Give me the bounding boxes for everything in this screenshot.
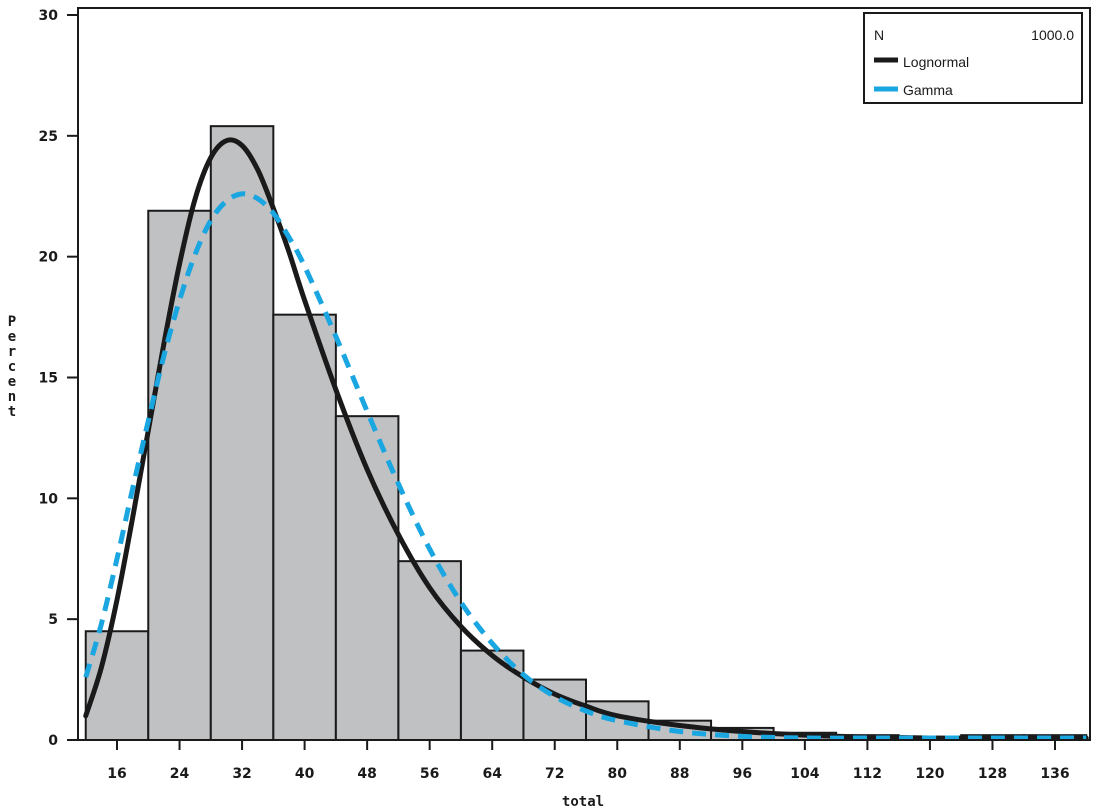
x-tick-label: 16 bbox=[107, 766, 126, 782]
x-tick-label: 40 bbox=[295, 766, 315, 782]
x-tick-label: 72 bbox=[545, 766, 564, 782]
legend-box bbox=[863, 12, 1083, 104]
y-axis-title-letter: e bbox=[8, 374, 16, 390]
x-tick-label: 24 bbox=[170, 766, 190, 782]
x-tick-label: 96 bbox=[733, 766, 752, 782]
x-tick-label: 128 bbox=[978, 766, 1007, 782]
x-tick-label: 56 bbox=[420, 766, 439, 782]
x-tick-label: 48 bbox=[357, 766, 376, 782]
x-tick-label: 80 bbox=[608, 766, 628, 782]
histogram-bar bbox=[147, 209, 212, 741]
gamma-curve bbox=[83, 191, 1087, 741]
histogram-bar bbox=[522, 678, 588, 741]
y-axis-title-letter: e bbox=[8, 329, 16, 345]
y-tick-label: 10 bbox=[39, 491, 59, 507]
plot-frame bbox=[77, 7, 1091, 741]
y-axis-title-letter: r bbox=[8, 344, 16, 360]
legend: N 1000.0 Lognormal Gamma bbox=[863, 12, 1083, 104]
x-tick-label: 120 bbox=[915, 766, 944, 782]
y-axis-title-letter: n bbox=[8, 389, 16, 405]
y-axis: 0 5 10 15 20 25 30 bbox=[39, 8, 78, 749]
histogram-bar bbox=[209, 125, 275, 741]
legend-lognormal-label: Lognormal bbox=[903, 54, 969, 70]
x-tick-label: 64 bbox=[482, 766, 502, 782]
y-axis-title-letter: t bbox=[8, 404, 16, 420]
x-tick-label: 104 bbox=[790, 766, 819, 782]
y-axis-title-letter: c bbox=[8, 359, 16, 375]
histogram-bars bbox=[84, 125, 1088, 742]
y-tick-label: 20 bbox=[39, 250, 59, 266]
y-tick-label: 15 bbox=[39, 371, 58, 387]
histogram-bar bbox=[272, 313, 337, 741]
x-tick-label: 88 bbox=[670, 766, 689, 782]
x-axis-title: total bbox=[562, 794, 604, 810]
y-axis-title-letter: P bbox=[8, 314, 16, 330]
legend-n-label: N bbox=[874, 27, 884, 43]
y-tick-label: 0 bbox=[48, 733, 58, 749]
legend-n-value: 1000.0 bbox=[1031, 27, 1074, 43]
x-tick-label: 32 bbox=[232, 766, 251, 782]
fitted-curves bbox=[83, 137, 1089, 741]
legend-gamma-label: Gamma bbox=[903, 82, 953, 98]
y-tick-label: 25 bbox=[39, 129, 58, 145]
y-tick-label: 30 bbox=[39, 8, 59, 24]
y-tick-label: 5 bbox=[48, 612, 58, 628]
x-tick-label: 136 bbox=[1040, 766, 1069, 782]
x-axis: 16 24 32 40 48 56 64 72 80 88 96 104 112 120 128 136 bbox=[107, 740, 1070, 782]
x-tick-label: 112 bbox=[853, 766, 882, 782]
